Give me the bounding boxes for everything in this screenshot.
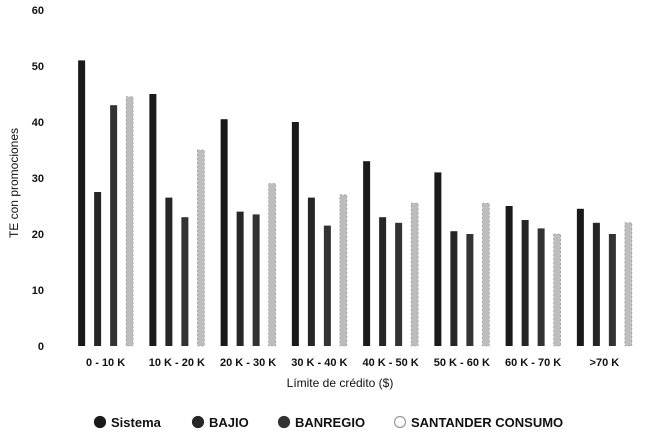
bar-banregio (608, 234, 616, 346)
bar-santander-consumo (125, 96, 134, 347)
y-axis-title: TE con promociones (7, 128, 21, 238)
legend-marker-icon (93, 415, 107, 429)
legend-label: SANTANDER CONSUMO (411, 415, 563, 430)
x-tick-label: >70 K (590, 357, 620, 369)
bar-bajio (450, 231, 458, 346)
bar-bajio (94, 192, 102, 346)
bar-sistema (220, 119, 228, 346)
bar-banregio (181, 217, 189, 346)
y-tick-label: 40 (32, 117, 44, 129)
bar-sistema (78, 60, 86, 347)
x-axis-title: Límite de crédito ($) (287, 376, 394, 390)
x-tick-label: 50 K - 60 K (434, 357, 490, 369)
x-tick-label: 0 - 10 K (86, 357, 125, 369)
x-tick-label: 10 K - 20 K (149, 357, 205, 369)
bar-santander-consumo (553, 233, 561, 347)
bar-sistema (291, 122, 299, 346)
bar-santander-consumo (624, 222, 633, 347)
bar-santander-consumo (339, 194, 348, 347)
y-tick-label: 50 (32, 61, 44, 73)
bar-bajio (165, 197, 173, 346)
legend-marker-icon (277, 415, 291, 429)
bar-bajio (379, 217, 387, 346)
bar-banregio (323, 225, 331, 346)
legend-marker-icon (393, 415, 407, 429)
legend-label: BAJIO (209, 415, 249, 430)
bar-sistema (149, 94, 157, 346)
bar-banregio (252, 214, 260, 346)
x-tick-label: 30 K - 40 K (291, 357, 347, 369)
bar-sistema (363, 161, 371, 346)
bar-sistema (576, 208, 584, 346)
x-tick-label: 20 K - 30 K (220, 357, 276, 369)
y-tick-label: 0 (38, 341, 44, 353)
y-tick-label: 60 (32, 5, 44, 17)
bar-bajio (592, 222, 600, 346)
y-tick-label: 30 (32, 173, 44, 185)
bar-sistema (505, 206, 513, 346)
y-tick-label: 10 (32, 285, 44, 297)
bar-bajio (307, 197, 315, 346)
bar-santander-consumo (268, 183, 276, 347)
bar-banregio (537, 228, 545, 346)
bar-banregio (466, 234, 474, 346)
bar-banregio (395, 222, 403, 346)
bar-banregio (110, 105, 118, 346)
bar-bajio (236, 211, 244, 346)
legend-label: Sistema (111, 415, 162, 430)
y-tick-label: 20 (32, 229, 44, 241)
bar-santander-consumo (197, 149, 205, 347)
legend-label: BANREGIO (295, 415, 365, 430)
legend-marker-icon (191, 415, 205, 429)
bar-santander-consumo (410, 202, 419, 347)
bar-santander-consumo (482, 202, 490, 347)
x-tick-label: 40 K - 50 K (363, 357, 419, 369)
bar-bajio (521, 220, 529, 346)
x-tick-label: 60 K - 70 K (505, 357, 561, 369)
bar-sistema (434, 172, 442, 346)
